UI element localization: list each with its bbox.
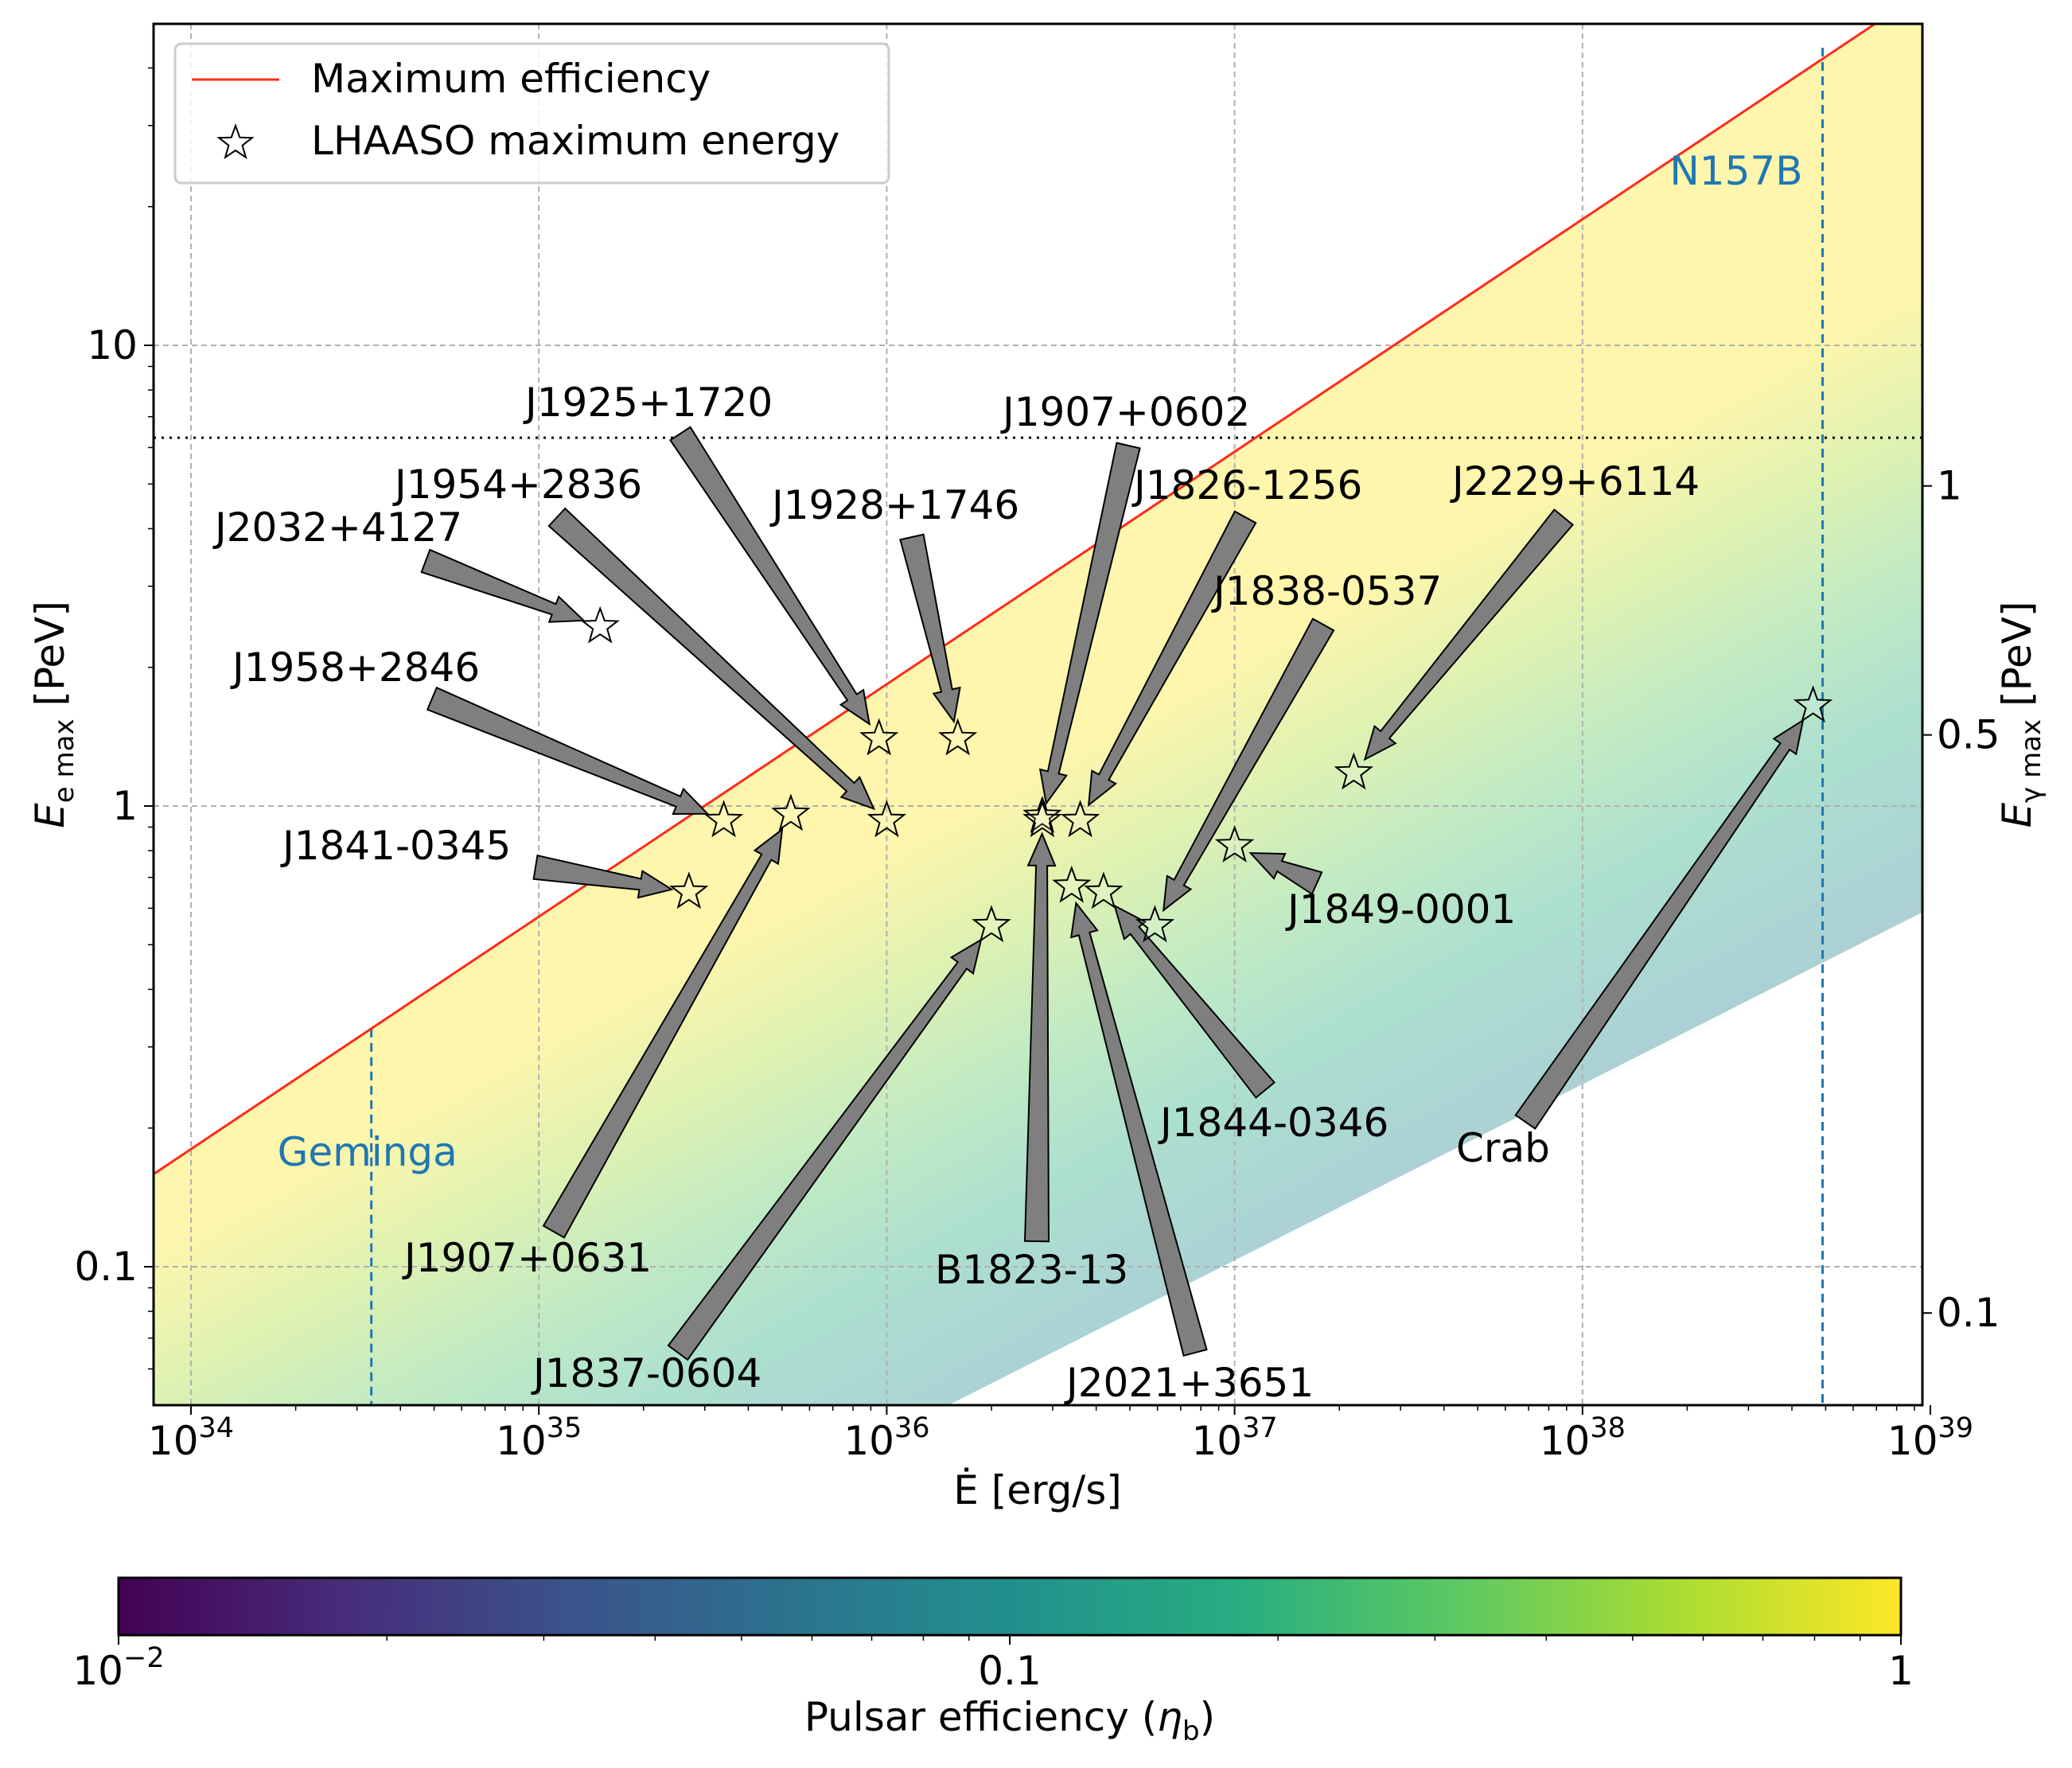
annotation-arrow xyxy=(1023,831,1057,1243)
annotation-arrow xyxy=(667,938,983,1361)
pulsar-label: J1826-1256 xyxy=(1131,462,1362,508)
pulsar-label: B1823-13 xyxy=(935,1247,1128,1293)
pulsar-label: J1907+0602 xyxy=(1000,389,1250,435)
pulsar-label: Crab xyxy=(1456,1125,1550,1171)
annotation-arrow xyxy=(1248,851,1323,896)
lhaaso-star-point xyxy=(1793,685,1833,723)
colorbar-tick-label: 1 xyxy=(1888,1648,1914,1694)
pulsar-label: J1907+0631 xyxy=(402,1235,652,1281)
legend-star-label: LHAASO maximum energy xyxy=(311,118,839,164)
annotation-arrow xyxy=(899,533,961,724)
efficiency-band xyxy=(154,24,1922,1405)
y-axis-label-left: Ee max [PeV] xyxy=(27,601,80,828)
annotation-arrow xyxy=(1363,508,1575,761)
lhaaso-star-point xyxy=(867,800,907,838)
lhaaso-star-point xyxy=(580,606,620,644)
lhaaso-star-point xyxy=(669,871,709,909)
pulsar-label: J1925+1720 xyxy=(523,380,773,426)
colorbar-gradient xyxy=(117,1576,1903,1637)
x-tick-label: 1035 xyxy=(496,1412,582,1464)
pulsar-label: J2021+3651 xyxy=(1064,1360,1314,1406)
lhaaso-star-point xyxy=(1135,905,1175,943)
pulsar-label: J1837-0604 xyxy=(531,1350,761,1396)
legend-line-label: Maximum efficiency xyxy=(311,56,711,102)
marker-label-n157b: N157B xyxy=(1669,148,1802,194)
y-right-tick-label: 0.1 xyxy=(1937,1290,2000,1336)
annotation-arrow xyxy=(668,426,871,726)
annotation-arrow xyxy=(420,548,586,623)
annotation-arrow xyxy=(542,828,784,1239)
annotation-arrow xyxy=(532,854,674,899)
y-tick-label: 1 xyxy=(112,783,138,829)
lhaaso-star-point xyxy=(1022,795,1062,833)
pulsar-label: J2229+6114 xyxy=(1450,458,1700,504)
x-tick-label: 1036 xyxy=(843,1412,929,1464)
pulsar-label: J1928+1746 xyxy=(769,482,1019,528)
grid-lines xyxy=(154,24,1922,1405)
pulsar-label: J1958+2846 xyxy=(230,645,480,691)
legend: Maximum efficiency LHAASO maximum energy xyxy=(173,42,890,185)
lhaaso-star-point xyxy=(1084,871,1124,909)
lhaaso-star-point xyxy=(1022,800,1062,838)
x-tick-label: 1039 xyxy=(1887,1412,1973,1464)
colorbar-tick-label: 0.1 xyxy=(978,1648,1042,1694)
lhaaso-star-point xyxy=(859,718,899,756)
annotation-arrow xyxy=(1162,617,1335,913)
lhaaso-star-point xyxy=(1214,824,1255,863)
pulsar-label: J2032+4127 xyxy=(212,504,462,551)
legend-box xyxy=(173,42,890,185)
lhaaso-star-point xyxy=(1060,800,1100,838)
lhaaso-star-point xyxy=(771,793,811,831)
annotation-arrow xyxy=(1113,904,1276,1099)
lhaaso-star-point xyxy=(703,800,744,838)
annotation-arrow xyxy=(547,507,876,811)
colorbar-tick-label: 10−2 xyxy=(72,1642,164,1694)
max-efficiency-line xyxy=(154,24,1878,1175)
pulsar-label: J1954+2836 xyxy=(392,461,642,508)
y-right-tick-label: 1 xyxy=(1937,463,1962,509)
pulsar-label: J1838-0537 xyxy=(1211,568,1442,614)
y-tick-label: 10 xyxy=(87,322,138,368)
annotation-arrow xyxy=(1514,718,1805,1130)
colorbar: 10−2 0.1 1 Pulsar efficiency (ηb) xyxy=(72,1576,1914,1747)
lhaaso-star-point xyxy=(1052,865,1092,903)
pulsar-label: J1849-0001 xyxy=(1285,886,1516,933)
annotation-arrow xyxy=(1038,442,1141,806)
pulsar-label: J1844-0346 xyxy=(1158,1100,1388,1146)
colorbar-label: Pulsar efficiency (ηb) xyxy=(804,1694,1215,1747)
lhaaso-star-point xyxy=(1334,752,1373,790)
legend-star-swatch xyxy=(216,123,255,160)
annotation-arrow xyxy=(1069,901,1208,1357)
x-tick-label: 1034 xyxy=(148,1412,234,1464)
x-tick-label: 1037 xyxy=(1192,1412,1278,1464)
x-axis-label: Ė [erg/s] xyxy=(953,1467,1122,1513)
annotation-arrow xyxy=(426,686,710,816)
marker-label-geminga: Geminga xyxy=(278,1129,458,1175)
y-right-tick-label: 0.5 xyxy=(1937,712,2000,758)
y-tick-label: 0.1 xyxy=(74,1244,138,1290)
plot-frame xyxy=(152,22,1924,1407)
y-axis-label-right: Eγ max [PeV] xyxy=(1994,602,2047,828)
pulsar-label: J1841-0345 xyxy=(280,823,511,869)
lhaaso-star-point xyxy=(938,718,978,756)
lhaaso-star-point xyxy=(972,905,1011,943)
annotation-arrow xyxy=(1087,510,1257,808)
x-tick-label: 1038 xyxy=(1540,1412,1626,1464)
